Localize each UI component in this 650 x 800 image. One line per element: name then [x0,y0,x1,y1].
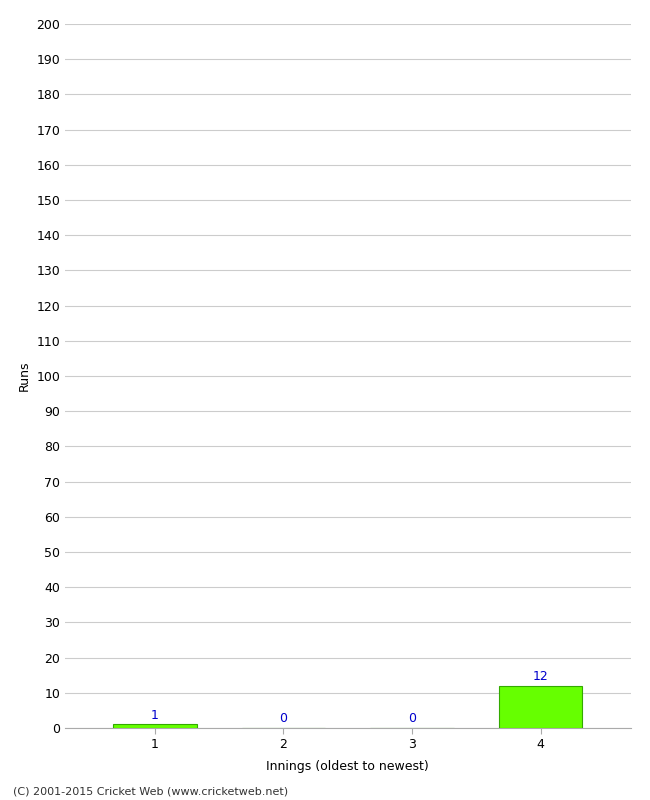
Text: 1: 1 [151,709,159,722]
Text: 0: 0 [408,712,416,725]
Text: 12: 12 [532,670,549,683]
Y-axis label: Runs: Runs [18,361,31,391]
Text: 0: 0 [280,712,287,725]
Bar [113,725,197,728]
X-axis label: Innings (oldest to newest): Innings (oldest to newest) [266,760,429,773]
Bar [499,686,582,728]
Text: (C) 2001-2015 Cricket Web (www.cricketweb.net): (C) 2001-2015 Cricket Web (www.cricketwe… [13,786,288,796]
